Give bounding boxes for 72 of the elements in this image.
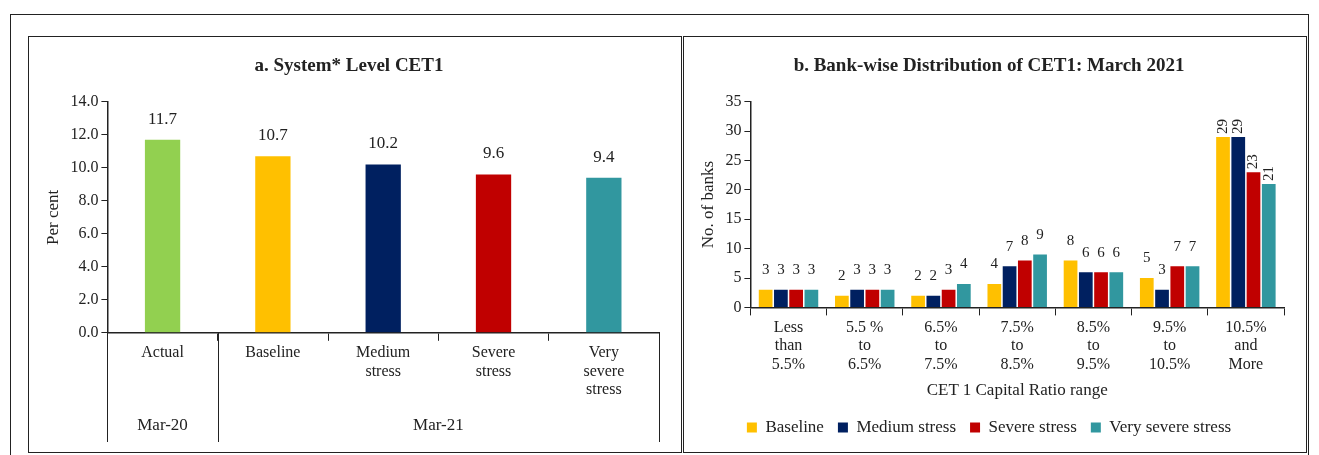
y-tick-label: 10 (725, 238, 742, 256)
data-label: 10.2 (368, 133, 399, 153)
x-tick-label: Very severe stress (583, 343, 625, 397)
x-tick-label: 8.5% to 9.5% (1076, 317, 1111, 372)
y-tick-label: 20 (725, 180, 742, 198)
x-tick-label: Medium stress (356, 343, 411, 379)
chart-title: b. Bank-wise Distribution of CET1: March 2021 (793, 54, 1185, 76)
text: Mar-21 (413, 415, 464, 435)
data-label: 6 (1082, 243, 1091, 260)
data-label: 8 (1021, 231, 1029, 248)
data-label: 3 (777, 261, 785, 278)
y-tick-label: 2.0 (78, 290, 99, 307)
y-tick-label: 12.0 (70, 125, 99, 142)
legend-label: Severe stress (988, 416, 1077, 436)
legend-label: Baseline (765, 416, 824, 436)
data-label: 29 (1213, 119, 1230, 135)
x-tick-label: 7.5% to 8.5% (1000, 317, 1034, 372)
y-tick-label: 4.0 (78, 257, 99, 274)
data-label: 8 (1066, 231, 1075, 248)
y-axis-title: Per cent (42, 189, 62, 245)
x-tick-label: 5.5 % to 6.5% (846, 317, 884, 372)
y-tick-label: 35 (725, 92, 742, 109)
x-tick-label: Severe stress (471, 343, 516, 379)
data-label: 2 (929, 267, 938, 284)
y-tick-label: 25 (725, 150, 742, 168)
data-label: 6 (1097, 243, 1106, 260)
data-label: 9.6 (482, 143, 505, 163)
data-label: 5 (1143, 249, 1151, 266)
y-tick-label: 5 (733, 268, 742, 286)
data-label: 29 (1229, 119, 1246, 135)
y-tick-label: 14.0 (70, 92, 99, 109)
data-label: 7 (1005, 237, 1014, 254)
y-tick-label: 6.0 (78, 224, 99, 241)
data-label: 3 (883, 261, 892, 278)
y-tick-label: 0 (733, 297, 742, 315)
data-label: 3 (792, 261, 800, 278)
data-label: 2 (914, 267, 922, 284)
data-label: 9.4 (593, 146, 615, 166)
y-tick-label: 8.0 (78, 191, 99, 208)
data-label: 9 (1036, 225, 1044, 242)
data-label: 4 (960, 255, 969, 272)
data-label: 7 (1188, 237, 1197, 254)
data-label: 3 (1158, 261, 1166, 278)
legend-label: Medium stress (856, 416, 957, 436)
data-label: 21 (1259, 166, 1276, 182)
x-tick-label: Less than 5.5% (771, 317, 806, 372)
x-axis-title: CET 1 Capital Ratio range (926, 380, 1108, 400)
data-label: 3 (944, 261, 953, 278)
x-tick-label: 10.5% and More (1225, 317, 1267, 372)
data-label: 4 (990, 255, 999, 272)
y-tick-label: 0.0 (78, 323, 99, 340)
y-axis-title: No. of banks (697, 160, 717, 249)
data-label: 2 (838, 267, 846, 284)
data-label: 23 (1244, 154, 1261, 170)
y-tick-label: 10.0 (70, 158, 99, 175)
x-tick-label: Baseline (245, 343, 301, 361)
data-label: 3 (807, 261, 816, 278)
data-label: 6 (1112, 243, 1121, 260)
y-tick-label: 30 (725, 121, 742, 139)
chart-title: a. System* Level CET1 (254, 54, 444, 76)
data-label: 3 (853, 261, 861, 278)
data-label: 7 (1173, 237, 1182, 254)
x-tick-label: 6.5% to 7.5% (924, 317, 958, 372)
text: Mar-20 (137, 415, 188, 435)
legend-label: Very severe stress (1109, 416, 1232, 436)
data-label: 10.7 (258, 125, 289, 145)
y-tick-label: 15 (725, 209, 742, 227)
data-label: 3 (761, 261, 770, 278)
x-tick-label: 9.5% to 10.5% (1148, 317, 1191, 372)
x-tick-label: Actual (141, 343, 185, 361)
data-label: 11.7 (148, 108, 178, 128)
data-label: 3 (868, 261, 877, 278)
